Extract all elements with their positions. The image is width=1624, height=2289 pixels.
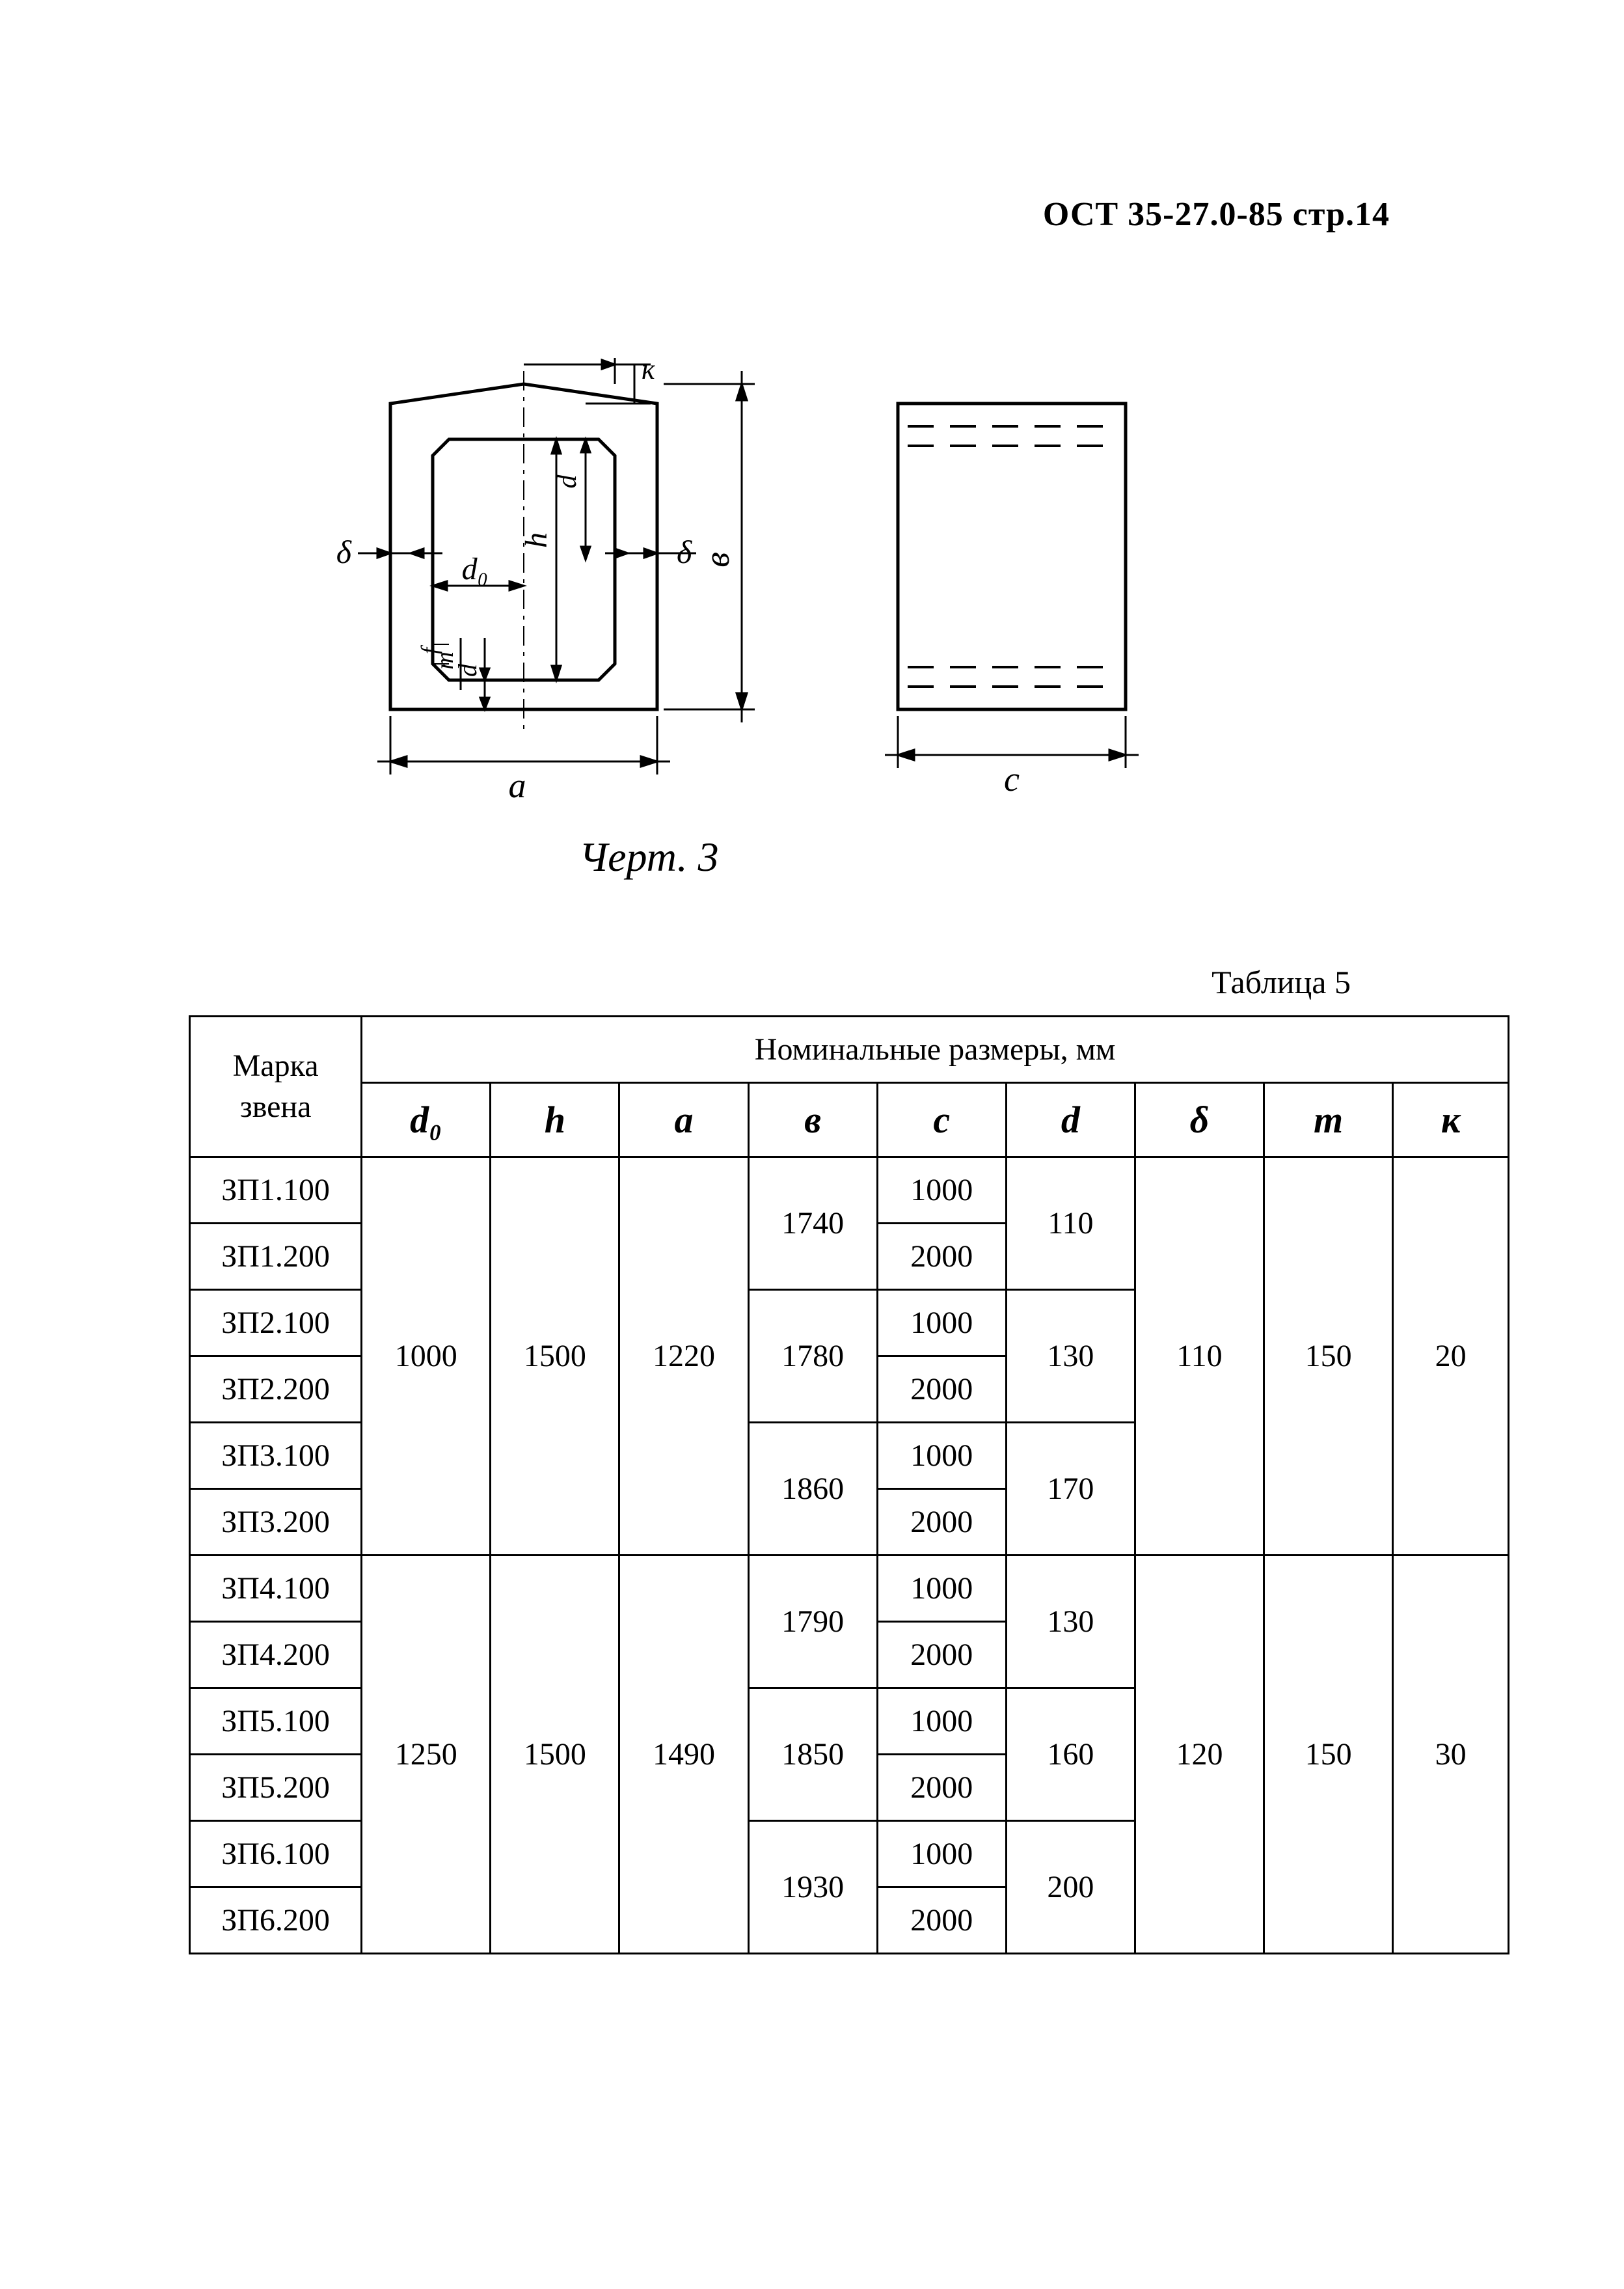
cell-mark: ЗП2.100: [190, 1290, 362, 1356]
dim-c-label: c: [1004, 760, 1020, 799]
cell-mark: ЗП4.100: [190, 1556, 362, 1622]
dim-f-label: f: [416, 644, 442, 654]
dim-delta-left-label: δ: [336, 534, 352, 570]
cell-d: 130: [1006, 1556, 1135, 1688]
cell-m: 150: [1264, 1556, 1393, 1954]
header-col-8: к: [1393, 1083, 1509, 1157]
document-header: ОСТ 35-27.0-85 стр.14: [1043, 195, 1390, 234]
cell-mark: ЗП1.200: [190, 1224, 362, 1290]
cell-mark: ЗП2.200: [190, 1356, 362, 1423]
cell-k: 20: [1393, 1157, 1509, 1556]
cell-c: 1000: [877, 1821, 1006, 1887]
cell-d: 110: [1006, 1157, 1135, 1290]
cell-a: 1490: [619, 1556, 748, 1954]
header-col-1: h: [491, 1083, 619, 1157]
cell-a: 1220: [619, 1157, 748, 1556]
cell-mark: ЗП1.100: [190, 1157, 362, 1224]
cell-v: 1860: [748, 1423, 877, 1556]
cell-c: 2000: [877, 1489, 1006, 1556]
cell-mark: ЗП3.100: [190, 1423, 362, 1489]
header-col-4: c: [877, 1083, 1006, 1157]
dim-k-label: к: [642, 353, 655, 385]
header-col-6: δ: [1135, 1083, 1264, 1157]
dim-d-top-label: d: [552, 474, 582, 489]
cell-m: 150: [1264, 1157, 1393, 1556]
cell-mark: ЗП4.200: [190, 1622, 362, 1688]
cell-v: 1930: [748, 1821, 877, 1954]
page: ОСТ 35-27.0-85 стр.14 a: [0, 0, 1624, 2289]
header-col-3: в: [748, 1083, 877, 1157]
cell-c: 2000: [877, 1622, 1006, 1688]
figure-caption: Черт. 3: [579, 833, 719, 881]
cell-v: 1850: [748, 1688, 877, 1821]
dim-h-label: h: [519, 532, 554, 548]
cell-mark: ЗП5.100: [190, 1688, 362, 1755]
engineering-drawing: a в к: [312, 345, 1288, 801]
header-col-5: d: [1006, 1083, 1135, 1157]
dim-delta-right-label: δ: [677, 534, 692, 570]
cell-k: 30: [1393, 1556, 1509, 1954]
cell-mark: ЗП5.200: [190, 1755, 362, 1821]
cell-v: 1780: [748, 1290, 877, 1423]
cell-c: 2000: [877, 1224, 1006, 1290]
dim-a-label: a: [509, 766, 526, 801]
cell-c: 1000: [877, 1423, 1006, 1489]
cell-c: 1000: [877, 1688, 1006, 1755]
cell-c: 1000: [877, 1556, 1006, 1622]
table-row: ЗП1.1001000150012201740100011011015020: [190, 1157, 1509, 1224]
cell-v: 1740: [748, 1157, 877, 1290]
cell-h: 1500: [491, 1556, 619, 1954]
table-caption: Таблица 5: [1211, 963, 1351, 1001]
cell-d: 170: [1006, 1423, 1135, 1556]
cell-d: 160: [1006, 1688, 1135, 1821]
table-row: ЗП4.1001250150014901790100013012015030: [190, 1556, 1509, 1622]
cell-d0: 1250: [362, 1556, 491, 1954]
cell-mark: ЗП6.200: [190, 1887, 362, 1954]
dim-v-label: в: [697, 552, 737, 567]
cell-d0: 1000: [362, 1157, 491, 1556]
header-nominal: Номинальные размеры, мм: [362, 1017, 1509, 1083]
cell-mark: ЗП3.200: [190, 1489, 362, 1556]
header-marka: Марказвена: [190, 1017, 362, 1157]
cell-d: 200: [1006, 1821, 1135, 1954]
cell-h: 1500: [491, 1157, 619, 1556]
dimensions-table: МарказвенаНоминальные размеры, ммd₀haвcd…: [189, 1015, 1509, 1954]
cell-d: 130: [1006, 1290, 1135, 1423]
cell-c: 2000: [877, 1887, 1006, 1954]
header-col-2: a: [619, 1083, 748, 1157]
cell-c: 2000: [877, 1356, 1006, 1423]
cell-c: 1000: [877, 1290, 1006, 1356]
header-col-0: d₀: [362, 1083, 491, 1157]
cell-delta: 110: [1135, 1157, 1264, 1556]
cell-v: 1790: [748, 1556, 877, 1688]
header-col-7: m: [1264, 1083, 1393, 1157]
dim-d0-label: d₀: [462, 552, 489, 586]
cell-mark: ЗП6.100: [190, 1821, 362, 1887]
cell-c: 1000: [877, 1157, 1006, 1224]
cell-c: 2000: [877, 1755, 1006, 1821]
cell-delta: 120: [1135, 1556, 1264, 1954]
